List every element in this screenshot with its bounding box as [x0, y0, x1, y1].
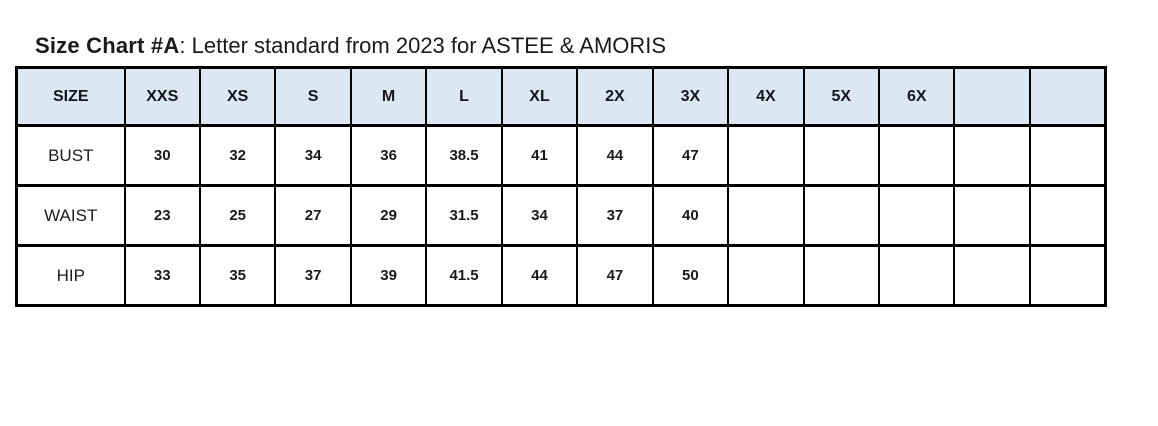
- table-cell: 35: [198, 244, 277, 307]
- header-cell-4x: 4X: [727, 66, 805, 127]
- table-row-hip: HIP 33 35 37 39 41.5 44 47 50: [15, 244, 1107, 307]
- table-cell: 39: [349, 244, 428, 307]
- table-cell: 41.5: [425, 244, 503, 307]
- table-cell: [1028, 124, 1107, 187]
- header-cell-l: L: [425, 66, 503, 127]
- table-cell: [727, 124, 805, 187]
- page-title: Size Chart #A: Letter standard from 2023…: [35, 32, 666, 60]
- table-cell: 41: [500, 124, 579, 187]
- table-cell: [1028, 184, 1107, 247]
- table-cell: 27: [274, 184, 352, 247]
- table-cell: 44: [576, 124, 654, 187]
- table-cell: 33: [123, 244, 201, 307]
- header-cell-xs: XS: [198, 66, 277, 127]
- page-title-bold: Size Chart #A: [35, 33, 180, 58]
- table-cell: [802, 124, 881, 187]
- page-title-rest: : Letter standard from 2023 for ASTEE & …: [179, 33, 667, 58]
- size-chart-table: SIZE XXS XS S M L XL 2X 3X 4X 5X 6X BUST…: [15, 66, 1107, 307]
- table-cell: 47: [651, 124, 730, 187]
- header-cell-size: SIZE: [15, 66, 126, 127]
- table-cell: 37: [274, 244, 352, 307]
- table-cell: [1028, 244, 1107, 307]
- table-cell: [953, 184, 1031, 247]
- table-row-bust: BUST 30 32 34 36 38.5 41 44 47: [15, 124, 1107, 187]
- table-cell: [802, 244, 881, 307]
- table-cell: [878, 244, 956, 307]
- header-cell-m: M: [349, 66, 428, 127]
- table-cell: 34: [274, 124, 352, 187]
- table-cell: [953, 244, 1031, 307]
- table-cell: [802, 184, 881, 247]
- table-cell: [878, 124, 956, 187]
- table-cell: 36: [349, 124, 428, 187]
- header-cell-6x: 6X: [878, 66, 956, 127]
- table-cell: 23: [123, 184, 201, 247]
- row-label-waist: WAIST: [15, 184, 126, 247]
- table-cell: 40: [651, 184, 730, 247]
- table-cell: 50: [651, 244, 730, 307]
- header-cell-5x: 5X: [802, 66, 881, 127]
- header-cell-empty-1: [953, 66, 1031, 127]
- table-cell: [953, 124, 1031, 187]
- table-cell: 38.5: [425, 124, 503, 187]
- table-cell: 31.5: [425, 184, 503, 247]
- table-cell: 44: [500, 244, 579, 307]
- table-cell: 30: [123, 124, 201, 187]
- table-cell: 47: [576, 244, 654, 307]
- table-cell: [727, 184, 805, 247]
- table-cell: 29: [349, 184, 428, 247]
- row-label-hip: HIP: [15, 244, 126, 307]
- header-cell-s: S: [274, 66, 352, 127]
- row-label-bust: BUST: [15, 124, 126, 187]
- table-cell: [727, 244, 805, 307]
- header-cell-empty-2: [1028, 66, 1107, 127]
- header-cell-xl: XL: [500, 66, 579, 127]
- header-cell-3x: 3X: [651, 66, 730, 127]
- header-cell-2x: 2X: [576, 66, 654, 127]
- header-cell-xxs: XXS: [123, 66, 201, 127]
- table-cell: 34: [500, 184, 579, 247]
- table-cell: [878, 184, 956, 247]
- table-row-waist: WAIST 23 25 27 29 31.5 34 37 40: [15, 184, 1107, 247]
- table-cell: 25: [198, 184, 277, 247]
- header-row: SIZE XXS XS S M L XL 2X 3X 4X 5X 6X: [15, 66, 1107, 127]
- table-cell: 37: [576, 184, 654, 247]
- table-cell: 32: [198, 124, 277, 187]
